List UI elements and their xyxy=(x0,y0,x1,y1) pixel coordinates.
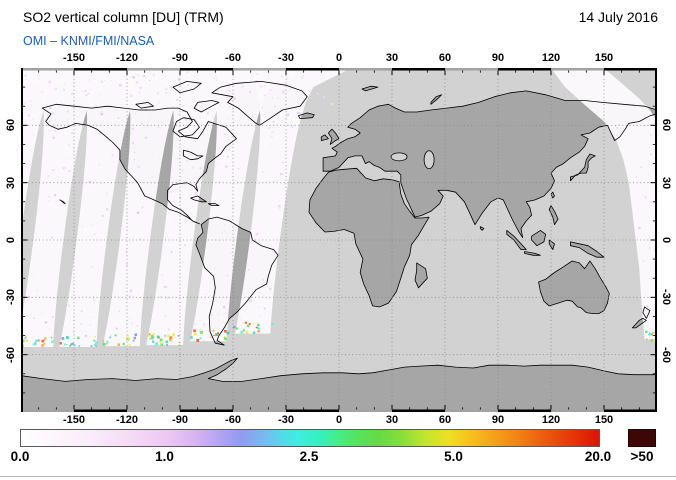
colorbar-tick-label: 1.0 xyxy=(155,449,174,464)
lon-tick-label-top: -90 xyxy=(172,52,188,64)
colorbar-tick-label: 20.0 xyxy=(584,449,612,464)
lon-tick-label-top: 90 xyxy=(491,52,505,64)
lat-tick-label-left: 30 xyxy=(5,176,17,189)
lat-tick-label-left: 0 xyxy=(5,236,17,244)
lon-tick-label-bottom: -120 xyxy=(115,414,139,426)
colorbar-tick-label: 5.0 xyxy=(444,449,463,464)
lat-tick-label-left: -60 xyxy=(5,346,17,363)
page-title: SO2 vertical column [DU] (TRM) xyxy=(23,9,224,25)
lon-tick-label-top: 30 xyxy=(385,52,399,64)
world-map-plot xyxy=(21,68,657,412)
lon-tick-label-top: 120 xyxy=(541,52,561,64)
lat-tick-label-right: 30 xyxy=(660,176,672,189)
colorbar-overflow-swatch xyxy=(628,429,656,447)
date-label: 14 July 2016 xyxy=(578,9,658,25)
lon-tick-label-top: -150 xyxy=(62,52,86,64)
colorbar-overflow-label: >50 xyxy=(630,449,654,464)
instrument-source-label: OMI – KNMI/FMI/NASA xyxy=(23,34,155,48)
lat-tick-label-left: 60 xyxy=(5,119,17,132)
lon-tick-label-bottom: -150 xyxy=(62,414,86,426)
lon-tick-label-top: 150 xyxy=(594,52,614,64)
lon-tick-label-top: 0 xyxy=(335,52,343,64)
lon-tick-label-bottom: 90 xyxy=(491,414,505,426)
lon-tick-label-bottom: 30 xyxy=(385,414,399,426)
lat-tick-label-left: -30 xyxy=(5,289,17,306)
lon-tick-label-bottom: 150 xyxy=(594,414,614,426)
lat-tick-label-right: -60 xyxy=(660,346,672,363)
colorbar-gradient xyxy=(20,429,600,447)
lon-tick-label-bottom: -90 xyxy=(172,414,188,426)
lon-tick-label-bottom: 0 xyxy=(335,414,343,426)
lat-tick-label-right: -30 xyxy=(660,289,672,306)
lon-tick-label-bottom: -60 xyxy=(225,414,241,426)
lat-tick-label-right: 60 xyxy=(660,119,672,132)
lon-tick-label-bottom: -30 xyxy=(278,414,294,426)
lon-tick-label-top: -60 xyxy=(225,52,241,64)
colorbar-tick-label: 0.0 xyxy=(10,449,30,464)
colorbar-tick-label: 2.5 xyxy=(299,449,319,464)
footer-divider xyxy=(0,476,676,477)
lon-tick-label-top: 60 xyxy=(438,52,452,64)
lon-tick-label-bottom: 120 xyxy=(541,414,561,426)
lon-tick-label-top: -120 xyxy=(115,52,139,64)
lon-tick-label-bottom: 60 xyxy=(438,414,452,426)
lat-tick-label-right: 0 xyxy=(660,236,672,244)
lon-tick-label-top: -30 xyxy=(278,52,294,64)
